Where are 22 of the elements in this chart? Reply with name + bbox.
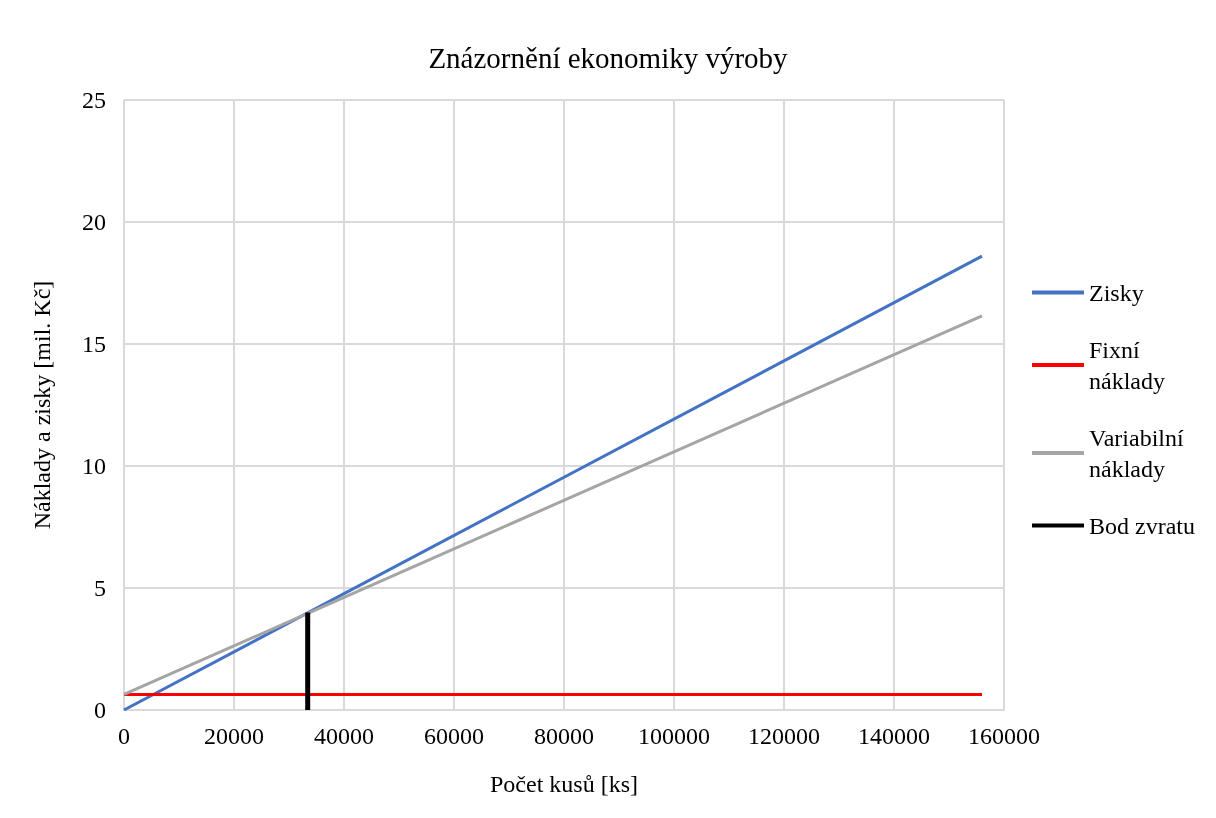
legend-label: Bod zvratu (1089, 512, 1195, 539)
y-tick-label: 10 (82, 453, 106, 479)
x-tick-label: 0 (118, 723, 130, 749)
y-tick-label: 5 (94, 575, 106, 601)
chart-title: Znázornění ekonomiky výroby (428, 41, 789, 74)
x-tick-label: 120000 (748, 723, 820, 749)
legend-label: Zisky (1089, 279, 1144, 306)
x-tick-label: 140000 (858, 723, 930, 749)
y-tick-label: 0 (94, 697, 106, 723)
x-tick-label: 60000 (424, 723, 484, 749)
x-tick-label: 160000 (968, 723, 1040, 749)
x-tick-label: 80000 (534, 723, 594, 749)
y-axis-title: Náklady a zisky [mil. Kč] (29, 280, 55, 530)
x-axis-title: Počet kusů [ks] (490, 771, 638, 797)
y-tick-label: 25 (82, 87, 106, 113)
legend-label: Variabilní náklady (1089, 424, 1190, 482)
y-tick-label: 15 (82, 331, 106, 357)
x-tick-label: 100000 (638, 723, 710, 749)
legend-label: Fixní náklady (1089, 336, 1165, 394)
x-tick-label: 20000 (204, 723, 264, 749)
y-tick-label: 20 (82, 209, 106, 235)
x-tick-label: 40000 (314, 723, 374, 749)
